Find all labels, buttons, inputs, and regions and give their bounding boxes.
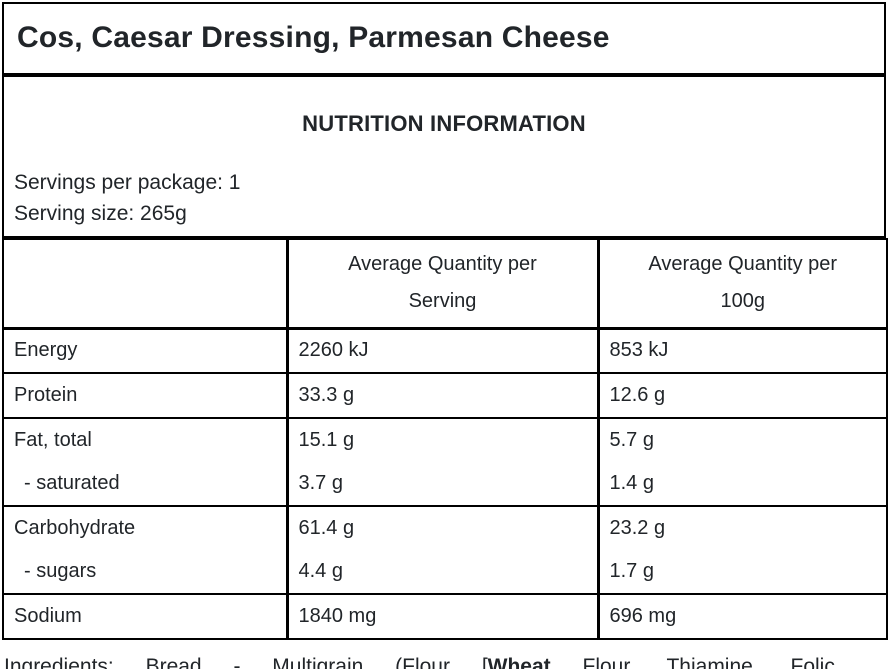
value-per-serving: 4.4 g bbox=[298, 560, 343, 582]
nutrition-heading: NUTRITION INFORMATION bbox=[302, 111, 586, 136]
serving-size: Serving size: 265g bbox=[14, 202, 187, 225]
product-title-box: Cos, Caesar Dressing, Parmesan Cheese bbox=[2, 2, 886, 75]
nutrient-label: Energy bbox=[2, 327, 288, 374]
header-per-serving: Average Quantity per Serving bbox=[285, 238, 599, 330]
nutrient-sublabel: - saturated bbox=[24, 472, 120, 494]
nutrient-label-cell: Carbohydrate - sugars bbox=[2, 505, 288, 595]
product-title: Cos, Caesar Dressing, Parmesan Cheese bbox=[17, 21, 610, 54]
value-per-serving: 1840 mg bbox=[285, 593, 599, 640]
header-per-100g-label: Average Quantity per 100g bbox=[648, 253, 838, 313]
table-header-row: Average Quantity per Serving Average Qua… bbox=[2, 238, 888, 330]
value-per-serving: 3.7 g bbox=[298, 472, 343, 494]
nutrient-label: Protein bbox=[2, 372, 288, 419]
ingredients-allergen: Wheat bbox=[487, 655, 551, 669]
value-per-serving: 61.4 g bbox=[298, 517, 355, 539]
nutrition-info-box: NUTRITION INFORMATION Servings per packa… bbox=[2, 75, 886, 238]
header-per-serving-label: Average Quantity per Serving bbox=[348, 253, 537, 313]
nutrient-label-cell: Fat, total - saturated bbox=[2, 417, 288, 507]
value-per-100g: 23.2 g bbox=[609, 517, 666, 539]
nutrient-sublabel: - sugars bbox=[24, 560, 97, 582]
value-per-serving-cell: 15.1 g 3.7 g bbox=[285, 417, 599, 507]
servings-per-package: Servings per package: 1 bbox=[14, 171, 241, 194]
header-per-100g: Average Quantity per 100g bbox=[596, 238, 888, 330]
nutrient-label: Fat, total bbox=[14, 429, 92, 451]
value-per-100g: 12.6 g bbox=[596, 372, 888, 419]
value-per-serving-cell: 61.4 g 4.4 g bbox=[285, 505, 599, 595]
value-per-100g: 5.7 g bbox=[609, 429, 654, 451]
value-per-100g-cell: 23.2 g 1.7 g bbox=[596, 505, 888, 595]
value-per-serving: 33.3 g bbox=[285, 372, 599, 419]
value-per-100g: 1.4 g bbox=[609, 472, 654, 494]
value-per-100g: 1.7 g bbox=[609, 560, 654, 582]
nutrient-label: Sodium bbox=[2, 593, 288, 640]
table-row-carbohydrate: Carbohydrate - sugars 61.4 g 4.4 g 23.2 … bbox=[2, 505, 888, 595]
table-row-fat: Fat, total - saturated 15.1 g 3.7 g 5.7 … bbox=[2, 417, 888, 507]
value-per-serving: 2260 kJ bbox=[285, 327, 599, 374]
table-row-sodium: Sodium 1840 mg 696 mg bbox=[2, 593, 888, 640]
value-per-100g: 853 kJ bbox=[596, 327, 888, 374]
value-per-serving: 15.1 g bbox=[298, 429, 355, 451]
table-row-protein: Protein 33.3 g 12.6 g bbox=[2, 372, 888, 419]
nutrient-label: Carbohydrate bbox=[14, 517, 136, 539]
value-per-100g-cell: 5.7 g 1.4 g bbox=[596, 417, 888, 507]
servings-block: Servings per package: 1 Serving size: 26… bbox=[14, 167, 884, 229]
value-per-100g: 696 mg bbox=[596, 593, 888, 640]
nutrition-table: Average Quantity per Serving Average Qua… bbox=[2, 238, 888, 640]
table-row-energy: Energy 2260 kJ 853 kJ bbox=[2, 327, 888, 374]
ingredients-line: Ingredients: Bread - Multigrain (Flour [… bbox=[4, 655, 892, 669]
ingredients-text-cont: Flour, Thiamine, Folic bbox=[550, 655, 835, 669]
header-blank-cell bbox=[2, 238, 288, 330]
ingredients-text: Ingredients: Bread - Multigrain (Flour [ bbox=[4, 655, 488, 669]
